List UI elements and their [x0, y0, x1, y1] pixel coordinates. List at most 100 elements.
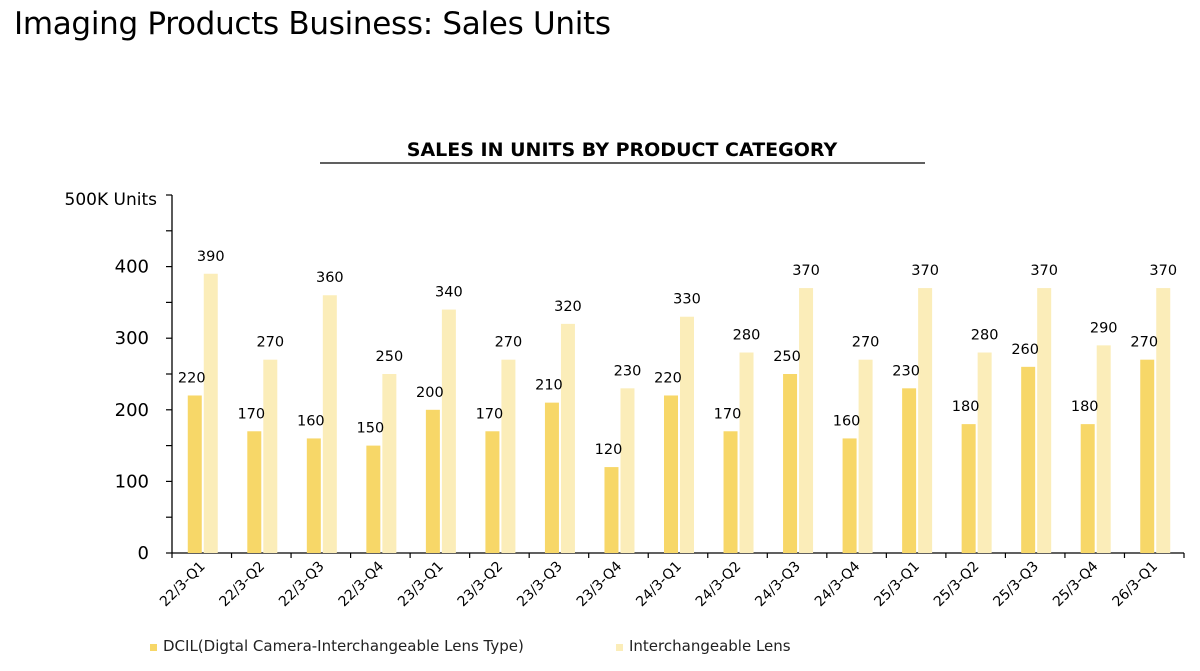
- data-label: 220: [654, 370, 682, 386]
- data-label: 230: [892, 363, 920, 379]
- data-label: 150: [357, 421, 385, 437]
- data-label: 320: [554, 299, 582, 315]
- x-tick-label: 25/3-Q3: [990, 559, 1042, 611]
- bar-interchangeable-lens: [1037, 288, 1052, 553]
- data-label: 370: [792, 263, 820, 279]
- x-tick-label: 24/3-Q2: [693, 559, 745, 611]
- data-label: 170: [714, 406, 742, 422]
- x-tick-label: 24/3-Q3: [752, 559, 804, 611]
- data-label: 270: [495, 335, 523, 351]
- data-label: 370: [911, 263, 939, 279]
- y-tick-label: 400: [115, 257, 149, 278]
- data-label: 160: [833, 413, 861, 429]
- bar-interchangeable-lens: [322, 295, 337, 553]
- bar-dcil: [1140, 359, 1155, 553]
- data-label: 340: [435, 285, 463, 301]
- x-tick-label: 23/3-Q2: [455, 559, 507, 611]
- bar-dcil: [544, 402, 559, 553]
- x-tick-label: 24/3-Q1: [633, 559, 685, 611]
- x-tick-label: 23/3-Q4: [574, 558, 626, 610]
- bar-interchangeable-lens: [560, 323, 575, 553]
- data-label: 210: [535, 378, 563, 394]
- data-label: 370: [1030, 263, 1058, 279]
- bar-interchangeable-lens: [501, 359, 516, 553]
- bar-dcil: [961, 424, 976, 553]
- x-tick-label: 23/3-Q3: [514, 559, 566, 611]
- bar-interchangeable-lens: [203, 273, 218, 553]
- bar-interchangeable-lens: [680, 316, 694, 553]
- bar-dcil: [1080, 424, 1095, 553]
- bar-interchangeable-lens: [382, 374, 397, 553]
- data-label: 270: [852, 335, 880, 351]
- bar-dcil: [783, 374, 798, 553]
- data-label: 370: [1149, 263, 1177, 279]
- data-label: 170: [237, 406, 265, 422]
- bar-interchangeable-lens: [1096, 345, 1111, 553]
- bar-dcil: [247, 431, 262, 553]
- x-tick-label: 25/3-Q4: [1050, 558, 1102, 610]
- data-label: 220: [178, 370, 206, 386]
- y-tick-label: 0: [138, 543, 149, 564]
- data-label: 230: [614, 363, 642, 379]
- bar-dcil: [664, 395, 678, 553]
- data-label: 280: [971, 328, 999, 344]
- data-label: 200: [416, 385, 444, 401]
- bar-interchangeable-lens: [620, 388, 635, 553]
- x-tick-label: 22/3-Q1: [157, 559, 209, 611]
- data-label: 250: [773, 349, 801, 365]
- y-tick-label: 200: [115, 400, 149, 421]
- x-tick-label: 26/3-Q1: [1109, 559, 1161, 611]
- data-label: 170: [476, 406, 504, 422]
- data-label: 180: [1071, 399, 1099, 415]
- data-label: 390: [197, 249, 225, 265]
- bar-interchangeable-lens: [918, 288, 933, 553]
- data-label: 270: [256, 335, 284, 351]
- legend-swatch: [616, 644, 623, 651]
- bar-interchangeable-lens: [739, 352, 754, 553]
- legend-swatch: [150, 644, 157, 651]
- data-label: 330: [673, 292, 701, 308]
- page-title: Imaging Products Business: Sales Units: [14, 6, 611, 42]
- x-tick-label: 22/3-Q2: [217, 559, 269, 611]
- bar-interchangeable-lens: [858, 359, 873, 553]
- bar-interchangeable-lens: [441, 309, 456, 553]
- data-label: 180: [952, 399, 980, 415]
- data-label: 250: [376, 349, 404, 365]
- x-tick-label: 22/3-Q4: [336, 558, 388, 610]
- bar-dcil: [485, 431, 500, 553]
- bar-dcil: [902, 388, 917, 553]
- data-label: 120: [595, 442, 623, 458]
- bar-dcil: [1021, 366, 1036, 553]
- bar-dcil: [723, 431, 738, 553]
- bar-interchangeable-lens: [263, 359, 278, 553]
- data-label: 290: [1090, 320, 1118, 336]
- data-label: 160: [297, 413, 325, 429]
- x-tick-label: 22/3-Q3: [276, 559, 328, 611]
- data-label: 280: [733, 328, 761, 344]
- bar-dcil: [366, 445, 381, 553]
- bar-dcil: [842, 438, 857, 553]
- x-tick-label: 23/3-Q1: [395, 559, 447, 611]
- y-tick-label: 300: [115, 328, 149, 349]
- bar-interchangeable-lens: [977, 352, 992, 553]
- bar-dcil: [604, 467, 619, 553]
- legend: DCIL(Digtal Camera-Interchangeable Lens …: [150, 637, 791, 655]
- y-tick-label: 100: [115, 471, 149, 492]
- bar-dcil: [187, 395, 202, 553]
- chart-title: SALES IN UNITS BY PRODUCT CATEGORY: [407, 139, 838, 161]
- data-label: 260: [1011, 342, 1039, 358]
- legend-label: Interchangeable Lens: [629, 637, 791, 655]
- x-tick-label: 25/3-Q2: [931, 559, 983, 611]
- bar-dcil: [425, 409, 440, 553]
- x-tick-label: 24/3-Q4: [812, 558, 864, 610]
- data-label: 360: [316, 270, 344, 286]
- x-tick-label: 25/3-Q1: [871, 559, 923, 611]
- bar-interchangeable-lens: [1156, 288, 1171, 553]
- legend-label: DCIL(Digtal Camera-Interchangeable Lens …: [163, 637, 524, 655]
- bar-dcil: [306, 438, 321, 553]
- bar-interchangeable-lens: [799, 288, 814, 553]
- data-labels: 220 390 170 270 160 360 150 250 200 340 170 270 210 3…: [178, 249, 1177, 458]
- bars: [187, 273, 1171, 553]
- y-axis-unit-label: 500K Units: [65, 190, 158, 210]
